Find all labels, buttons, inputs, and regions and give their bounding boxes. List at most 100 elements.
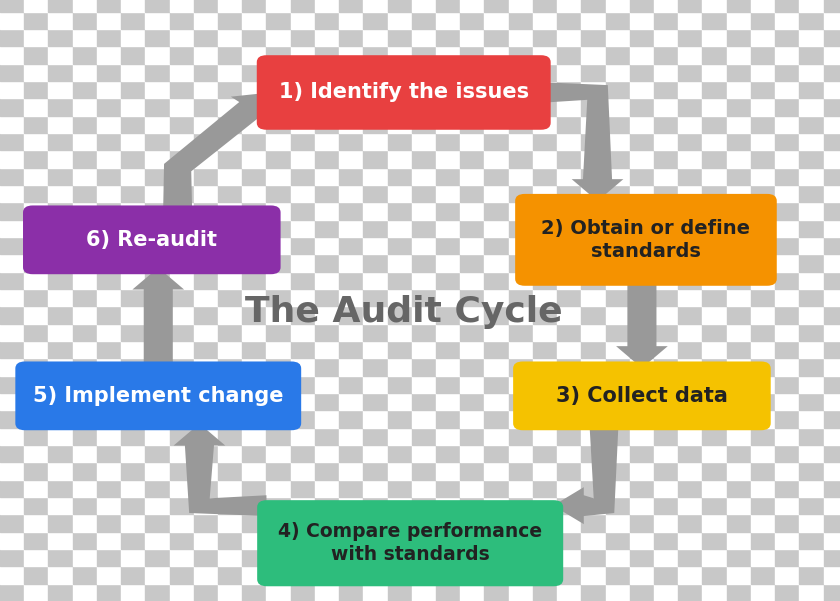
Bar [387,254,412,272]
Bar [800,480,823,497]
Bar [218,115,242,133]
Bar [170,29,194,46]
Bar [775,393,800,410]
Bar [751,237,775,254]
Bar [145,566,170,584]
Bar [339,462,364,480]
Bar [727,358,751,376]
Bar [97,150,121,168]
Bar [630,428,654,445]
Bar [97,410,121,428]
Bar [194,307,218,323]
Bar [509,480,533,497]
Bar [800,46,823,64]
Bar [436,150,460,168]
Bar [485,98,509,115]
Bar [485,376,509,393]
Bar [97,168,121,185]
Bar [412,64,436,81]
Bar [0,358,24,376]
Bar [387,376,412,393]
Bar [581,133,606,150]
Bar [242,98,266,115]
Bar [242,11,266,29]
Bar [533,168,557,185]
Bar [557,115,581,133]
Bar [654,307,678,323]
Bar [581,150,606,168]
Bar [364,203,387,219]
Bar [533,185,557,203]
Bar [315,133,339,150]
Bar [170,272,194,289]
Bar [412,133,436,150]
Bar [145,64,170,81]
Bar [315,393,339,410]
Bar [630,11,654,29]
Bar [557,168,581,185]
Bar [775,428,800,445]
Bar [315,254,339,272]
Bar [339,532,364,549]
Bar [218,203,242,219]
Bar [485,150,509,168]
Bar [436,203,460,219]
Bar [606,376,630,393]
Bar [654,272,678,289]
Bar [678,168,702,185]
Bar [533,11,557,29]
Bar [121,341,145,358]
Bar [170,254,194,272]
Bar [823,393,840,410]
Bar [800,445,823,462]
Bar [387,11,412,29]
Bar [170,46,194,64]
Bar [800,393,823,410]
Bar [678,46,702,64]
Bar [751,150,775,168]
Bar [509,98,533,115]
Bar [727,0,751,11]
Bar [436,497,460,514]
Bar [557,0,581,11]
Bar [73,462,97,480]
Bar [436,514,460,532]
Bar [654,410,678,428]
Bar [606,480,630,497]
Bar [775,584,800,601]
Bar [581,185,606,203]
Bar [727,289,751,307]
Bar [460,46,485,64]
Bar [218,0,242,11]
Bar [97,480,121,497]
Bar [678,549,702,566]
Bar [121,289,145,307]
Bar [436,272,460,289]
Bar [364,46,387,64]
Bar [509,29,533,46]
Bar [364,410,387,428]
Bar [387,115,412,133]
Bar [24,150,49,168]
Bar [387,497,412,514]
Bar [727,203,751,219]
Bar [702,532,727,549]
Bar [460,445,485,462]
Bar [291,514,315,532]
Bar [339,11,364,29]
Bar [364,584,387,601]
Bar [751,98,775,115]
Bar [702,566,727,584]
Bar [24,29,49,46]
Bar [727,168,751,185]
Bar [557,98,581,115]
Bar [533,393,557,410]
Bar [702,219,727,237]
Bar [339,254,364,272]
Bar [24,532,49,549]
Bar [170,133,194,150]
Bar [800,341,823,358]
Bar [49,410,73,428]
Bar [73,393,97,410]
Bar [678,532,702,549]
